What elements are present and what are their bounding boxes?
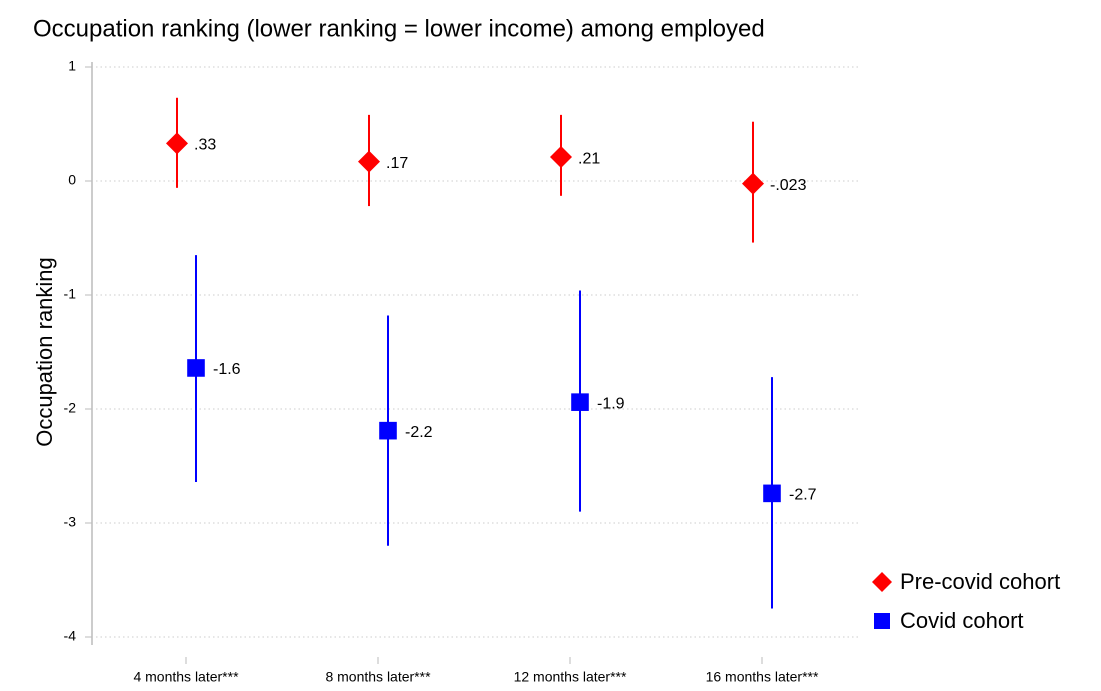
y-tick-label: -1 (64, 286, 77, 302)
data-label: -1.6 (213, 361, 241, 378)
chart-title: Occupation ranking (lower ranking = lowe… (33, 15, 765, 42)
y-tick-label: -2 (64, 400, 77, 416)
legend-marker (872, 572, 892, 592)
legend-label: Covid cohort (900, 608, 1024, 633)
legend-label: Pre-covid cohort (900, 569, 1060, 594)
x-tick-label: 8 months later*** (325, 669, 431, 685)
x-tick-label: 16 months later*** (706, 669, 819, 685)
data-point (187, 359, 205, 377)
data-label: -.023 (770, 177, 807, 194)
data-point (379, 421, 397, 440)
data-point (742, 172, 764, 195)
data-point (166, 132, 188, 155)
y-tick-label: -3 (64, 514, 77, 530)
y-tick-label: 0 (68, 172, 76, 188)
x-tick-label: 12 months later*** (514, 669, 627, 685)
data-point (763, 484, 781, 503)
data-point (550, 146, 572, 169)
y-axis-label: Occupation ranking (32, 257, 57, 447)
y-tick-label: -4 (64, 628, 77, 644)
y-tick-label: 1 (68, 58, 76, 74)
data-label: .17 (386, 155, 408, 172)
x-tick-label: 4 months later*** (133, 669, 239, 685)
data-label: -2.2 (405, 424, 433, 441)
data-label: .21 (578, 150, 600, 167)
data-label: -2.7 (789, 487, 817, 504)
legend-marker (874, 613, 890, 629)
data-label: .33 (194, 137, 216, 154)
data-point (358, 150, 380, 173)
data-point (571, 393, 589, 411)
data-label: -1.9 (597, 395, 625, 412)
